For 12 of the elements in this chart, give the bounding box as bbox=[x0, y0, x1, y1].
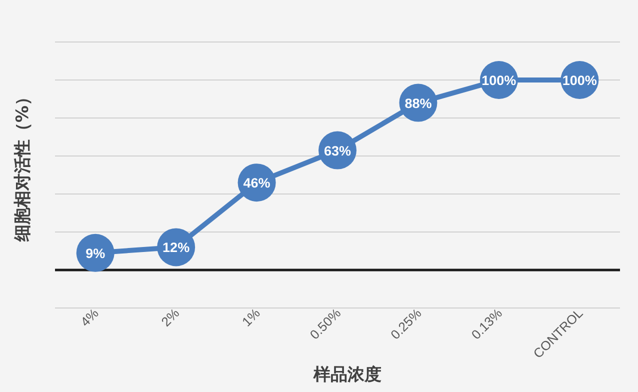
data-label: 63% bbox=[324, 143, 352, 158]
data-label: 12% bbox=[162, 240, 190, 256]
data-label: 88% bbox=[404, 96, 432, 111]
data-label: 100% bbox=[562, 73, 597, 88]
x-tick-label: 4% bbox=[78, 305, 102, 330]
x-tick-label: 2% bbox=[158, 305, 182, 330]
data-label: 46% bbox=[243, 176, 270, 191]
data-label: 100% bbox=[482, 73, 516, 88]
x-tick-label: 1% bbox=[239, 305, 264, 330]
y-axis-title: 细胞相对活性（%） bbox=[13, 88, 33, 243]
data-label: 9% bbox=[86, 246, 106, 261]
x-axis-title: 样品浓度 bbox=[312, 365, 382, 385]
